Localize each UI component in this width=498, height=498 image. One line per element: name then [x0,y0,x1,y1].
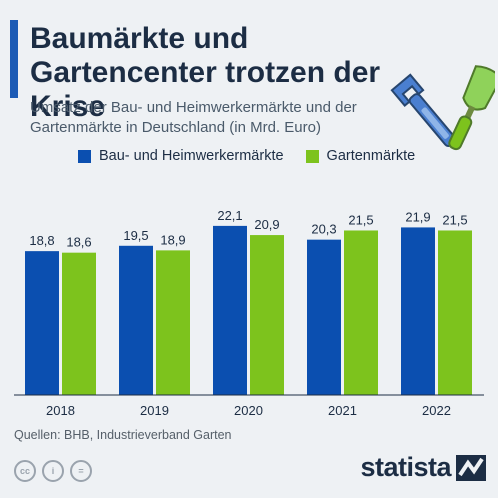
data-label-2019-series-1: 19,5 [123,228,148,243]
x-tick-label-2019: 2019 [140,403,169,418]
bar-2022-series-2 [438,230,472,395]
bar-2020-series-1 [213,225,247,395]
x-tick-label-2021: 2021 [328,403,357,418]
legend-item-series-1: Bau- und Heimwerkermärkte [78,148,284,164]
legend-label-series-2: Gartenmärkte [326,148,416,164]
person-icon[interactable]: i [42,460,64,482]
x-tick-label-2022: 2022 [422,403,451,418]
sources-note: Quellen: BHB, Industrieverband Garten [14,428,232,442]
legend-item-series-2: Gartenmärkte [305,148,416,164]
data-label-2022-series-1: 21,9 [405,209,430,224]
bar-2019-series-1 [119,245,153,395]
data-label-2020-series-2: 20,9 [254,217,279,232]
legend-swatch-series-1 [78,149,91,163]
data-label-2018-series-1: 18,8 [29,233,54,248]
bar-chart: 18,8 18,6 2018 19,5 18,9 2019 22,1 20,9 2020 20,3… [14,208,484,418]
chart-subtitle: Umsatz der Bau- und Heimwerkermärkte und… [30,99,357,136]
chart-legend: Bau- und Heimwerkermärkte Gartenmärkte [78,146,415,166]
accent-bar [10,20,18,98]
statista-logo-icon [456,454,486,481]
bar-2018-series-1 [25,251,59,395]
data-label-2021-series-2: 21,5 [348,212,373,227]
legend-swatch-series-2 [305,149,319,163]
legend-label-series-1: Bau- und Heimwerkermärkte [99,148,284,164]
x-tick-label-2018: 2018 [46,403,75,418]
x-tick-label-2020: 2020 [234,403,263,418]
bar-2018-series-2 [62,252,96,395]
data-label-2018-series-2: 18,6 [66,235,91,250]
data-label-2022-series-2: 21,5 [442,212,467,227]
data-label-2021-series-1: 20,3 [311,222,336,237]
trowel-icon [448,65,495,151]
wrench-icon [390,73,457,148]
equal-icon[interactable]: = [70,460,92,482]
bar-2021-series-1 [307,239,341,395]
cc-icon[interactable]: cc [14,460,36,482]
data-label-2020-series-1: 22,1 [217,208,242,223]
license-icons: cc i = [14,460,92,482]
bar-2022-series-1 [401,227,435,395]
statista-logo[interactable]: statista [360,452,486,483]
bar-2020-series-2 [250,235,284,395]
brand-name: statista [360,452,451,482]
data-label-2019-series-2: 18,9 [160,232,185,247]
page-title: Baumärkte und Gartencenter trotzen der K… [30,22,381,123]
bar-2019-series-2 [156,250,190,395]
bar-2021-series-2 [344,230,378,395]
tools-illustration [390,65,495,151]
